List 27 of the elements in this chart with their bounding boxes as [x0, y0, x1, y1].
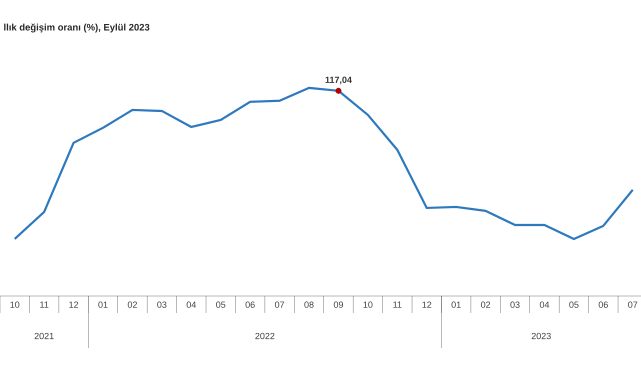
x-tick-label: 12: [422, 302, 432, 308]
x-tick-label: 07: [628, 302, 638, 308]
x-tick-label: 06: [246, 302, 255, 308]
x-tick-label: 01: [452, 302, 461, 308]
x-tick-label: 10: [10, 302, 20, 308]
text: 2023: [532, 332, 551, 340]
x-tick-label: 09: [334, 302, 344, 308]
x-tick-label: 03: [510, 302, 520, 308]
annotation: 117,04: [326, 76, 352, 84]
chart-title: llık değişim oranı (%), Eylül 2023: [4, 24, 150, 32]
x-tick-label: 07: [274, 302, 284, 308]
text: 2021: [34, 332, 54, 340]
x-tick-label: 06: [598, 302, 608, 308]
text: 2022: [255, 332, 274, 340]
x-tick-label: 04: [540, 302, 550, 308]
x-tick-label: 12: [69, 302, 78, 308]
x-tick-label: 04: [186, 302, 196, 308]
x-tick-label: 02: [128, 302, 137, 308]
x-tick-label: 10: [364, 302, 373, 308]
x-tick-label: 05: [569, 302, 579, 308]
x-tick-label: 05: [216, 302, 226, 308]
x-tick-label: 02: [480, 302, 490, 308]
x-tick-label: 03: [157, 302, 166, 308]
x-tick-label: 08: [304, 302, 314, 308]
x-tick-label: 11: [40, 302, 48, 308]
x-tick-label: 11: [393, 302, 402, 308]
x-tick-label: 01: [98, 302, 108, 308]
